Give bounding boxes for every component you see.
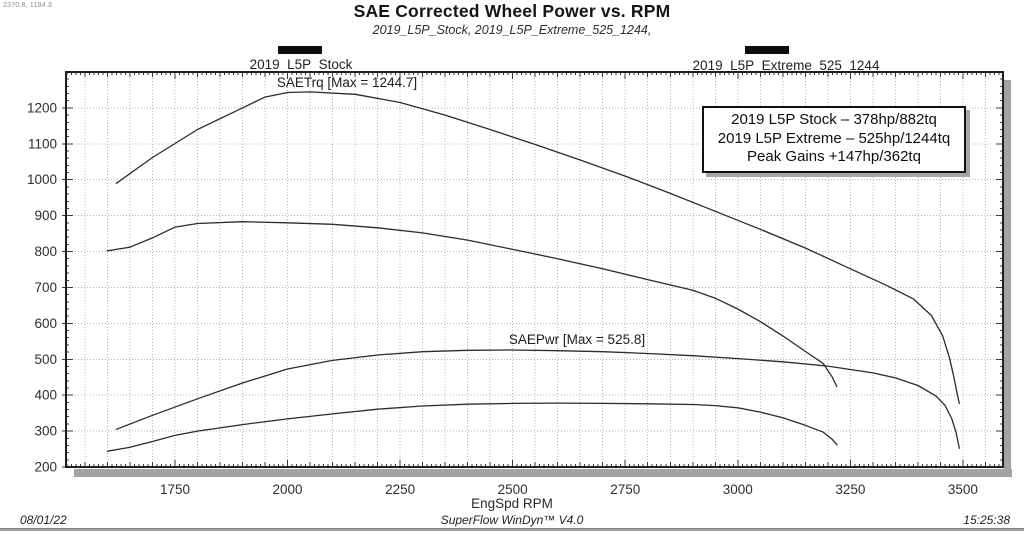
x-tick-labels: 1750 2000 2250 2500 2750 3000 3250 3500 xyxy=(160,482,978,497)
y-tick-label: 400 xyxy=(34,388,57,403)
y-tick-label: 1000 xyxy=(27,172,57,187)
info-line-extreme: 2019 L5P Extreme – 525hp/1244tq xyxy=(717,129,951,147)
data-curves xyxy=(106,91,960,452)
cursor-coordinate-readout: 2370.8, 1184.3 xyxy=(3,2,52,9)
footer-date: 08/01/22 xyxy=(20,513,67,527)
legend-label-extreme: 2019_L5P_Extreme_525_1244 xyxy=(692,58,880,73)
grid-lines xyxy=(66,72,1003,467)
curve-SAETrq-2019_L5P_Extreme_525_1244 xyxy=(115,91,960,405)
curve-SAEPwr-2019_L5P_Extreme_525_1244 xyxy=(115,349,960,449)
frame-shadow xyxy=(74,80,1012,477)
frame-shadow-right xyxy=(1004,80,1011,475)
x-axis-title: EngSpd RPM xyxy=(471,496,553,511)
y-tick-label: 700 xyxy=(34,280,57,295)
curve-SAETrq-2019_L5P_Stock xyxy=(106,221,838,388)
legend-swatch-stock xyxy=(278,46,322,54)
legend-swatch-extreme xyxy=(745,46,789,54)
y-tick-label: 1100 xyxy=(28,136,57,151)
y-tick-label: 600 xyxy=(34,316,57,331)
x-tick-label: 3000 xyxy=(723,482,753,497)
y-tick-label: 200 xyxy=(34,460,57,475)
x-tick-label: 2500 xyxy=(498,482,528,497)
y-tick-labels: 200 300 400 500 600 700 800 900 1000 1100 1200 xyxy=(27,100,57,474)
y-tick-label: 800 xyxy=(34,244,57,259)
footer-app-name: SuperFlow WinDyn™ V4.0 xyxy=(440,513,584,527)
y-tick-label: 900 xyxy=(34,208,57,223)
y-tick-label: 500 xyxy=(34,352,57,367)
plot-border xyxy=(65,71,1004,468)
curve-SAEPwr-2019_L5P_Stock xyxy=(106,402,838,452)
x-tick-label: 3500 xyxy=(948,482,978,497)
x-tick-label: 3250 xyxy=(835,482,865,497)
bottom-divider xyxy=(0,528,1024,531)
x-tick-label: 1750 xyxy=(160,482,190,497)
y-tick-label: 300 xyxy=(34,424,57,439)
y-tick-label: 1200 xyxy=(27,100,57,115)
x-tick-label: 2750 xyxy=(610,482,640,497)
frame-shadow-bottom xyxy=(74,469,1012,477)
power-max-annotation: SAEPwr [Max = 525.8] xyxy=(508,332,646,347)
plot-frame xyxy=(65,71,1004,468)
x-tick-label: 2000 xyxy=(273,482,303,497)
torque-max-annotation: SAETrq [Max = 1244.7] xyxy=(276,75,418,90)
info-line-stock: 2019 L5P Stock – 378hp/882tq xyxy=(731,111,937,128)
legend-label-stock: 2019_L5P_Stock xyxy=(249,57,353,72)
results-info-box: 2019 L5P Stock – 378hp/882tq 2019 L5P Ex… xyxy=(702,106,966,173)
chart-title: SAE Corrected Wheel Power vs. RPM xyxy=(353,1,671,21)
info-line-gains: Peak Gains +147hp/362tq xyxy=(747,148,921,165)
footer-time: 15:25:38 xyxy=(963,513,1010,527)
chart-subtitle: 2019_L5P_Stock, 2019_L5P_Extreme_525_124… xyxy=(372,23,652,37)
x-tick-label: 2250 xyxy=(385,482,415,497)
